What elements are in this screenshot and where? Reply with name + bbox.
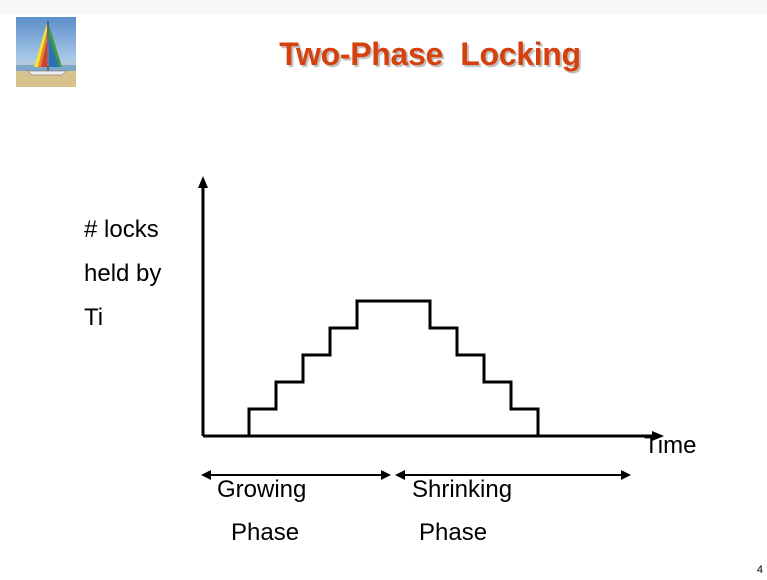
y-axis-label-line-3: Ti xyxy=(84,304,104,331)
slide-title: Two-Phase Locking xyxy=(279,36,581,72)
growing-phase-arrowhead-right xyxy=(381,470,391,480)
locks-step-curve xyxy=(247,299,540,436)
top-band xyxy=(0,0,767,14)
shrinking-phase-arrowhead-left xyxy=(395,470,405,480)
growing-phase-label-line-2: Phase xyxy=(231,519,300,546)
page-number: 4 xyxy=(756,564,763,576)
y-axis-arrowhead xyxy=(198,176,208,188)
sailboat-logo-icon xyxy=(16,17,76,87)
x-axis-arrowhead xyxy=(652,431,664,441)
shrinking-phase-label-line-2: Phase xyxy=(419,519,488,546)
shrinking-phase-label-line-1: Shrinking xyxy=(412,476,513,503)
growing-phase-arrowhead-left xyxy=(201,470,211,480)
y-axis-label-line-1: # locks xyxy=(84,216,159,243)
y-axis-label-line-2: held by xyxy=(84,260,162,287)
x-axis-label: Time xyxy=(644,432,697,459)
shrinking-phase-arrowhead-right xyxy=(621,470,631,480)
growing-phase-label-line-1: Growing xyxy=(217,476,307,503)
